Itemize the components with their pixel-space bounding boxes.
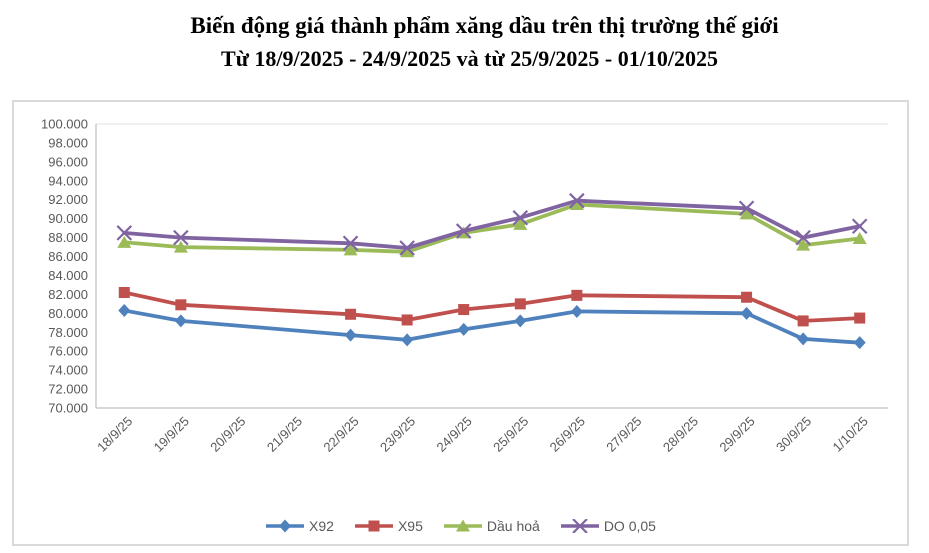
data-point-marker	[173, 240, 188, 253]
data-point-marker	[118, 287, 130, 299]
y-axis-tick-label: 90.000	[48, 211, 88, 226]
legend-item-x92: X92	[265, 518, 334, 534]
data-point-marker	[739, 207, 754, 220]
y-axis-tick-label: 98.000	[48, 135, 88, 150]
y-axis-tick-label: 96.000	[48, 154, 88, 169]
data-point-marker	[343, 243, 358, 256]
data-point-marker	[368, 520, 380, 532]
data-point-marker	[513, 217, 528, 230]
legend-item-dau-hoa: Dầu hoả	[443, 518, 540, 534]
x-axis-tick-label: 19/9/25	[151, 414, 192, 455]
chart-header: Biến động giá thành phẩm xăng dầu trên t…	[0, 0, 929, 76]
legend-item-x95: X95	[354, 518, 423, 534]
x-axis-tick-label: 28/9/25	[660, 414, 701, 455]
data-point-marker	[741, 291, 753, 303]
chart-subtitle: Từ 18/9/2025 - 24/9/2025 và từ 25/9/2025…	[221, 45, 718, 71]
x-axis-tick-label: 25/9/25	[490, 414, 531, 455]
data-point-marker	[738, 200, 755, 217]
data-point-marker	[572, 519, 588, 533]
data-point-marker	[175, 299, 187, 311]
data-point-marker	[854, 312, 866, 324]
data-point-marker	[569, 192, 585, 209]
y-axis-tick-label: 94.000	[48, 173, 88, 188]
data-point-marker	[512, 209, 529, 226]
x-axis-tick-label: 29/9/25	[716, 414, 757, 455]
y-axis-tick-label: 100.000	[41, 117, 88, 132]
y-axis-tick-label: 72.000	[48, 382, 88, 397]
chart-title: Biến động giá thành phẩm xăng dầu trên t…	[190, 13, 779, 38]
data-point-marker	[344, 328, 357, 342]
data-point-marker	[174, 314, 187, 328]
data-point-marker	[458, 304, 470, 316]
y-axis-tick-label: 86.000	[48, 249, 88, 264]
data-point-marker	[116, 225, 133, 241]
dau-hoa-line-marker-icon	[443, 519, 482, 532]
y-axis-tick-label: 92.000	[48, 192, 88, 207]
do-005-line-marker-icon	[560, 519, 599, 533]
x-axis-tick-label: 30/9/25	[773, 414, 814, 455]
y-axis-tick-label: 80.000	[48, 306, 88, 321]
legend-label: X95	[397, 518, 423, 534]
data-point-marker	[342, 235, 359, 252]
x-axis-tick-label: 18/9/25	[94, 414, 135, 455]
y-axis-tick-label: 70.000	[48, 401, 88, 416]
x-axis-tick-label: 22/9/25	[320, 414, 361, 455]
legend: X92 X95 Dầu hoả DO 0,05	[14, 518, 907, 534]
data-point-marker	[852, 232, 867, 245]
legend-label: Dầu hoả	[486, 518, 540, 534]
price-line-chart: 100.000 98.000 96.000 94.000 92.000 90.000 88.…	[41, 117, 888, 455]
legend-item-do-005: DO 0,05	[560, 518, 656, 534]
x-axis-tick-label: 23/9/25	[377, 414, 418, 455]
series-line-d-u-ho	[122, 202, 862, 254]
x-axis-tick-label: 21/9/25	[264, 414, 305, 455]
data-point-marker	[345, 308, 357, 320]
series-line-x92	[122, 308, 862, 345]
data-point-marker	[117, 235, 132, 248]
x95-line-marker-icon	[354, 520, 393, 532]
y-axis-tick-label: 82.000	[48, 287, 88, 302]
x-axis-tick-label: 27/9/25	[603, 414, 644, 455]
y-axis-tick-label: 74.000	[48, 363, 88, 378]
data-point-marker	[399, 240, 415, 256]
series-line-do-0-05	[122, 198, 862, 250]
legend-label: X92	[309, 518, 334, 534]
data-point-marker	[571, 289, 583, 301]
data-point-marker	[797, 332, 810, 346]
x-axis-tick-label: 26/9/25	[547, 414, 588, 455]
data-point-marker	[400, 245, 415, 258]
x-axis-tick-label: 24/9/25	[434, 414, 475, 455]
data-point-marker	[569, 197, 584, 210]
data-point-marker	[118, 303, 131, 317]
y-axis-tick-label: 76.000	[48, 344, 88, 359]
data-point-marker	[455, 519, 470, 532]
data-point-marker	[401, 314, 413, 326]
data-point-marker	[797, 315, 809, 327]
data-point-marker	[401, 333, 414, 347]
data-point-marker	[173, 229, 189, 246]
y-axis-tick-label: 84.000	[48, 268, 88, 283]
data-point-marker	[279, 519, 292, 533]
legend-label: DO 0,05	[603, 518, 656, 534]
series-line-x95	[122, 290, 862, 323]
data-point-marker	[514, 314, 527, 328]
data-point-marker	[853, 336, 866, 350]
x-axis-tick-label: 1/10/25	[830, 414, 871, 455]
chart-container: 100.000 98.000 96.000 94.000 92.000 90.000 88.…	[12, 100, 909, 546]
y-axis-tick-label: 78.000	[48, 325, 88, 340]
data-point-marker	[796, 238, 811, 251]
data-point-marker	[570, 304, 583, 318]
x-axis-tick-label: 20/9/25	[207, 414, 248, 455]
data-point-marker	[851, 218, 868, 235]
data-point-marker	[795, 229, 811, 246]
x92-line-marker-icon	[266, 519, 305, 533]
data-point-marker	[740, 306, 753, 320]
data-point-marker	[514, 298, 526, 310]
y-axis-tick-label: 88.000	[48, 230, 88, 245]
data-point-marker	[457, 322, 470, 336]
data-point-marker	[455, 223, 472, 239]
